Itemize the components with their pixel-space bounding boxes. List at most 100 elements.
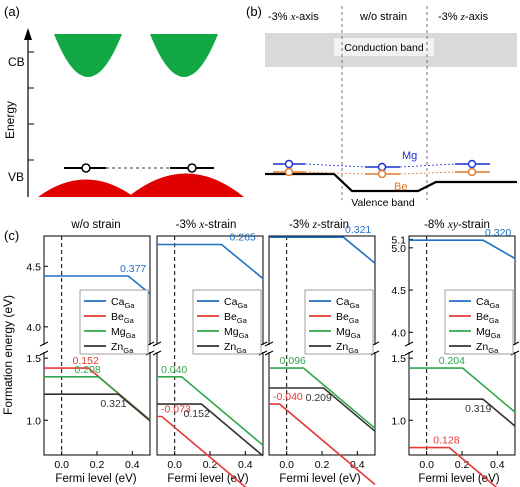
y-tick-label: 4.0 [26,322,41,334]
kink-label-mg: 0.096 [280,355,306,367]
x-tick-label: 0.4 [238,459,253,471]
x-tick-label: 0.2 [203,459,218,471]
legend-label-zn: ZnGa [336,341,359,355]
hole-marker-left [81,163,91,173]
legend-label-ca: CaGa [336,296,360,310]
legend-label-zn: ZnGa [224,341,247,355]
kink-label-be: 0.128 [433,435,459,447]
conduction-band-label: Conduction band [344,42,424,54]
panel-a: (a) Energy CB VB [3,4,244,197]
series-line-zn [409,398,516,427]
y-tick-label: 1.0 [391,415,406,427]
subplot-title-z-strain: -3% z-strain [289,219,349,231]
cb-valley-left [54,34,122,77]
panel-c-ylabel: Formation energy (eV) [1,295,15,415]
axis-break-mark [152,341,162,356]
x-tick-label: 0.2 [90,459,105,471]
kink-label-ca: 0.320 [485,227,511,239]
kink-label-mg: 0.208 [74,364,100,376]
vb-hump-left [38,179,134,197]
x-tick-label: 0.0 [167,459,182,471]
axis-break-mark [264,341,274,356]
series-line-mg [269,367,376,429]
series-line-mg [44,376,151,421]
subplot-4: 0.0 0.2 0.4 5.15.0 4.5 4.0 1.0 1.5 0.320 0.128 0.2… [391,227,520,487]
legend-label-zn: ZnGa [111,341,134,355]
valence-band-label: Valence band [351,197,415,209]
kink-label-mg: 0.040 [161,364,187,376]
subplot-xlabel-2: Fermi level (eV) [167,473,248,485]
energy-axis-label: Energy [3,101,17,139]
series-line-be [269,403,376,486]
kink-label-be: -0.040 [273,391,303,403]
subplot-xlabel-3: Fermi level (eV) [279,473,360,485]
axis-break-mark [404,341,414,356]
panel-b-label: (b) [246,4,262,19]
y-tick-label: 4.5 [26,261,41,273]
y-tick-label: 4.0 [391,327,406,339]
formation-energy-subplots: 0.0 0.2 0.44.54.01.01.50.3770.1520.2080.32… [26,224,520,487]
legend-label-ca: CaGa [476,296,500,310]
kink-label-zn: 0.209 [306,392,332,404]
series-line-mg [157,376,264,446]
kink-label-zn: 0.319 [465,403,491,415]
subplot-title-wo-strain: w/o strain [70,219,120,231]
series-line-ca [269,236,376,264]
panel-c-label: (c) [4,228,19,243]
header-wo-strain: w/o strain [359,11,407,23]
panel-b: (b) -3% x-axis w/o strain -3% z-axis Con… [246,4,517,209]
subplot-xlabel-1: Fermi level (eV) [55,473,136,485]
axis-break-mark [39,341,49,356]
series-line-mg [409,367,516,413]
x-tick-label: 0.4 [490,459,505,471]
be-levels [273,167,490,179]
panel-a-label: (a) [4,4,20,19]
y-tick-label: 5.0 [391,243,406,255]
be-label: Be [394,181,407,193]
legend-label-mg: MgGa [476,326,501,340]
series-line-be [157,415,247,487]
subplot-3: 0.0 0.2 0.4 0.321 -0.040 0.096 0.209 CaGaBeGaMg… [264,224,380,486]
kink-label-ca: 0.377 [120,263,146,275]
subplot-title-x-strain: -3% x-strain [176,219,237,231]
y-tick-label: 1.0 [26,415,41,427]
series-line-ca [409,239,516,260]
subplot-2: 0.0 0.2 0.4 0.265 -0.073 0.040 0.152 CaGaBeGaMg… [152,231,268,487]
y-tick-label: 5.1 [391,234,406,246]
y-tick-label: 1.5 [391,353,406,365]
x-tick-label: 0.4 [125,459,140,471]
cb-valley-right [150,34,218,77]
legend-label-mg: MgGa [336,326,361,340]
kink-label-be: -0.073 [161,404,191,416]
x-tick-label: 0.0 [279,459,294,471]
x-tick-label: 0.4 [350,459,365,471]
x-tick-label: 0.0 [419,459,434,471]
legend-label-ca: CaGa [111,296,135,310]
x-tick-label: 0.2 [455,459,470,471]
series-line-zn [44,393,151,422]
mg-levels [273,159,490,172]
legend-label-mg: MgGa [224,326,249,340]
legend-label-be: BeGa [476,311,500,325]
x-tick-label: 0.2 [315,459,330,471]
conduction-band-label-box [334,38,434,56]
y-tick-label: 1.5 [26,353,41,365]
energy-axis-arrow [24,28,32,40]
mg-label: Mg [402,150,417,162]
vb-hump-right [128,173,244,197]
kink-label-mg: 0.204 [439,355,465,367]
subplot-title-xy-strain: -8% xy-strain [424,219,490,231]
series-line-zn [157,403,264,457]
kink-label-ca: 0.321 [345,224,371,236]
energy-axis-ticks [28,51,34,161]
legend-label-be: BeGa [224,311,248,325]
y-tick-label: 4.5 [391,285,406,297]
series-line-ca [157,243,264,280]
valence-band-edge [265,172,517,193]
hole-marker-right [187,163,197,173]
header-z-axis: -3% z-axis [438,11,489,23]
cb-label: CB [8,55,25,69]
legend-label-be: BeGa [111,311,135,325]
